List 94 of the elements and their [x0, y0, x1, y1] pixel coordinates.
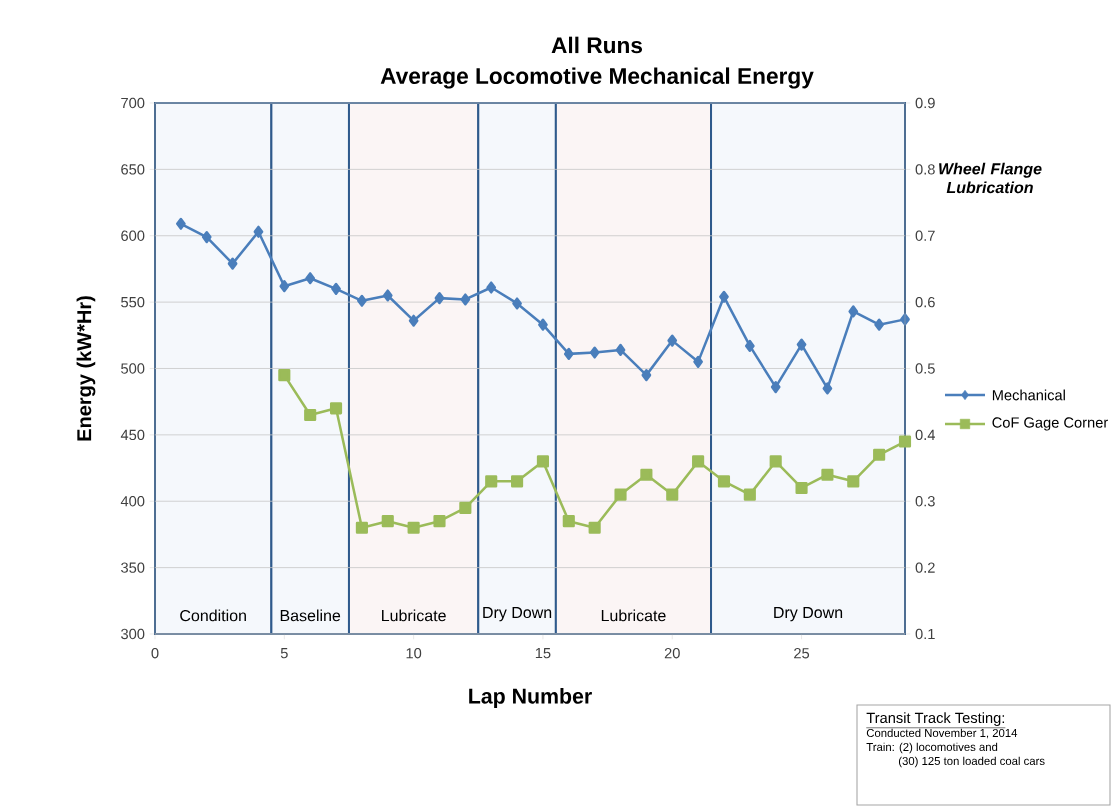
text: (30) 125 ton loaded coal cars [898, 756, 1045, 768]
point [615, 343, 626, 356]
point [589, 346, 600, 359]
band-label: Lubricate [601, 609, 666, 622]
x-axis-title: Lap Number [469, 688, 592, 708]
point [640, 468, 653, 481]
point [381, 515, 394, 528]
point [563, 347, 574, 360]
point [847, 475, 860, 488]
y2-tick-label: 0.1 [915, 628, 935, 640]
point [770, 381, 781, 394]
y-tick-label: 550 [121, 296, 145, 308]
x-tick-label: 20 [664, 648, 680, 659]
point [744, 339, 755, 352]
y-tick-label: 300 [121, 628, 145, 640]
point [227, 257, 238, 270]
legend-label: Mechanical [992, 389, 1065, 401]
point [433, 515, 446, 528]
legend-label: CoF Gage Corner [992, 417, 1109, 431]
x-tick-label: 25 [794, 648, 810, 659]
point [743, 488, 756, 501]
x-tick-label: 10 [406, 648, 422, 659]
x-tick-label: 15 [535, 648, 551, 659]
point [511, 475, 524, 488]
point [641, 369, 652, 382]
point [874, 318, 885, 331]
point [717, 475, 731, 488]
point [538, 318, 548, 331]
y-tick-label: 350 [121, 562, 145, 573]
point [279, 280, 290, 293]
chart-title: All Runs [551, 36, 643, 54]
point [201, 231, 212, 244]
point [822, 382, 833, 395]
band-label: Lubricate [382, 609, 446, 622]
y2-tick-label: 0.5 [915, 363, 935, 374]
point [331, 282, 341, 295]
point [253, 225, 264, 238]
point [408, 314, 419, 327]
point [278, 369, 291, 382]
text: Train: (2) locomotives and [866, 742, 998, 754]
point [486, 281, 497, 294]
point [407, 521, 420, 534]
point [329, 402, 343, 415]
point [304, 408, 317, 422]
y-tick-label: 600 [121, 230, 145, 241]
chart-subtitle: Average Locomotive Mechanical Energy [380, 67, 814, 89]
y-tick-label: 450 [120, 429, 145, 441]
point [614, 488, 627, 501]
y2-tick-label: 0.4 [915, 429, 935, 441]
point [898, 435, 912, 448]
point [667, 334, 678, 347]
point [536, 455, 550, 468]
point [434, 292, 445, 305]
point [821, 468, 834, 481]
point [795, 481, 808, 495]
y2-tick-label: 0.3 [915, 496, 935, 507]
point [693, 355, 703, 368]
band-label: Condition [180, 609, 246, 622]
point [512, 297, 522, 310]
point [719, 290, 729, 303]
band-label: Baseline [280, 609, 341, 622]
point [459, 501, 472, 514]
y2-tick-label: 0.9 [915, 97, 935, 109]
point [588, 521, 601, 534]
band-label: Dry Down [483, 606, 552, 622]
y-axis-title: Energy (kW*Hr) [76, 296, 96, 441]
point [796, 338, 807, 351]
point [485, 475, 498, 488]
y2-tick-label: 0.6 [915, 296, 935, 308]
point [848, 305, 859, 318]
point [769, 455, 782, 468]
y2-tick-label: 0.8 [915, 164, 935, 175]
point [666, 488, 679, 501]
point [305, 272, 316, 285]
point [873, 448, 886, 461]
y-tick-label: 400 [120, 496, 145, 507]
y-tick-label: 700 [121, 97, 145, 109]
point [357, 294, 367, 307]
point [562, 515, 575, 528]
point [692, 455, 705, 468]
x-tick-label: 0 [151, 648, 159, 659]
y-tick-label: 500 [121, 363, 145, 374]
text: Transit Track Testing: [866, 712, 1005, 726]
point [382, 289, 393, 302]
y2-tick-label: 0.7 [915, 230, 935, 241]
y-tick-label: 650 [121, 164, 145, 175]
point [176, 217, 186, 230]
x-tick-label: 5 [280, 648, 288, 659]
y2-tick-label: 0.2 [915, 562, 935, 573]
text: Conducted November 1, 2014 [866, 728, 1018, 739]
band-label: Dry Down [774, 606, 843, 622]
point [460, 293, 471, 306]
text: Wheel Flange Lubrication [939, 162, 1042, 194]
point [355, 521, 368, 534]
